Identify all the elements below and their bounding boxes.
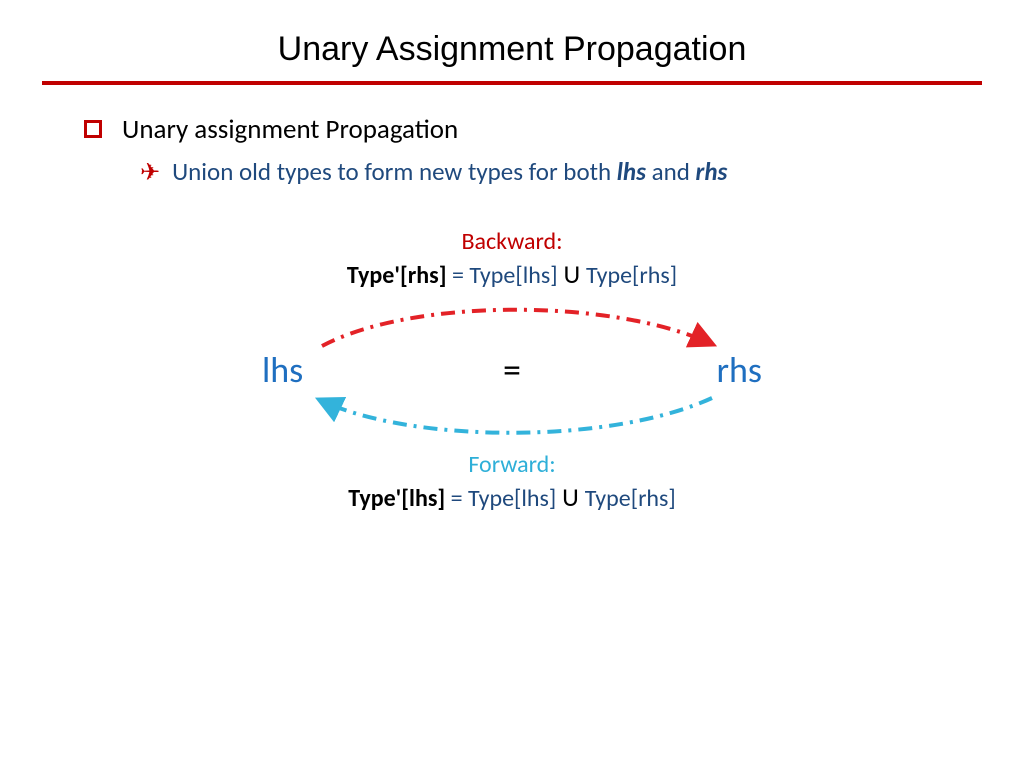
flow-equals: = <box>503 348 521 392</box>
sub-bullet-and: and <box>646 156 696 187</box>
slide-title: Unary Assignment Propagation <box>0 30 1024 69</box>
sub-bullet-text: Union old types to form new types for bo… <box>172 156 727 187</box>
sub-bullet-prefix: Union old types to form new types for bo… <box>172 156 617 187</box>
backward-eq-sign: = <box>447 261 470 290</box>
bullet-text: Unary assignment Propagation <box>122 113 458 146</box>
backward-eq-lhs: Type'[rhs] <box>347 261 447 290</box>
forward-equation: Type'[lhs] = Type[lhs] U Type[rhs] <box>0 481 1024 513</box>
flow-lhs: lhs <box>262 348 303 392</box>
backward-arrow-icon <box>322 310 712 346</box>
backward-eq-union: U <box>558 258 586 290</box>
forward-arrow-icon <box>320 398 712 433</box>
slide: Unary Assignment Propagation Unary assig… <box>0 0 1024 768</box>
forward-eq-lhs: Type'[lhs] <box>348 484 445 513</box>
square-bullet-icon <box>84 120 102 138</box>
forward-eq-sign: = <box>445 484 468 513</box>
sub-bullet-lhs: lhs <box>617 156 646 187</box>
backward-eq-a: Type[lhs] <box>469 261 557 290</box>
flow-diagram: lhs = rhs <box>252 300 772 440</box>
diagram-area: Backward: Type'[rhs] = Type[lhs] U Type[… <box>0 227 1024 513</box>
forward-label: Forward: <box>0 450 1024 479</box>
forward-eq-b: Type[rhs] <box>585 484 676 513</box>
backward-label: Backward: <box>0 227 1024 256</box>
airplane-bullet-icon: ✈ <box>140 158 160 187</box>
bullet-row: Unary assignment Propagation <box>0 113 1024 146</box>
sub-bullet-row: ✈ Union old types to form new types for … <box>0 156 1024 187</box>
title-rule <box>42 81 982 85</box>
forward-eq-union: U <box>556 481 584 513</box>
forward-eq-a: Type[lhs] <box>468 484 556 513</box>
sub-bullet-rhs: rhs <box>696 156 728 187</box>
flow-rhs: rhs <box>716 348 762 392</box>
backward-equation: Type'[rhs] = Type[lhs] U Type[rhs] <box>0 258 1024 290</box>
backward-eq-b: Type[rhs] <box>586 261 677 290</box>
